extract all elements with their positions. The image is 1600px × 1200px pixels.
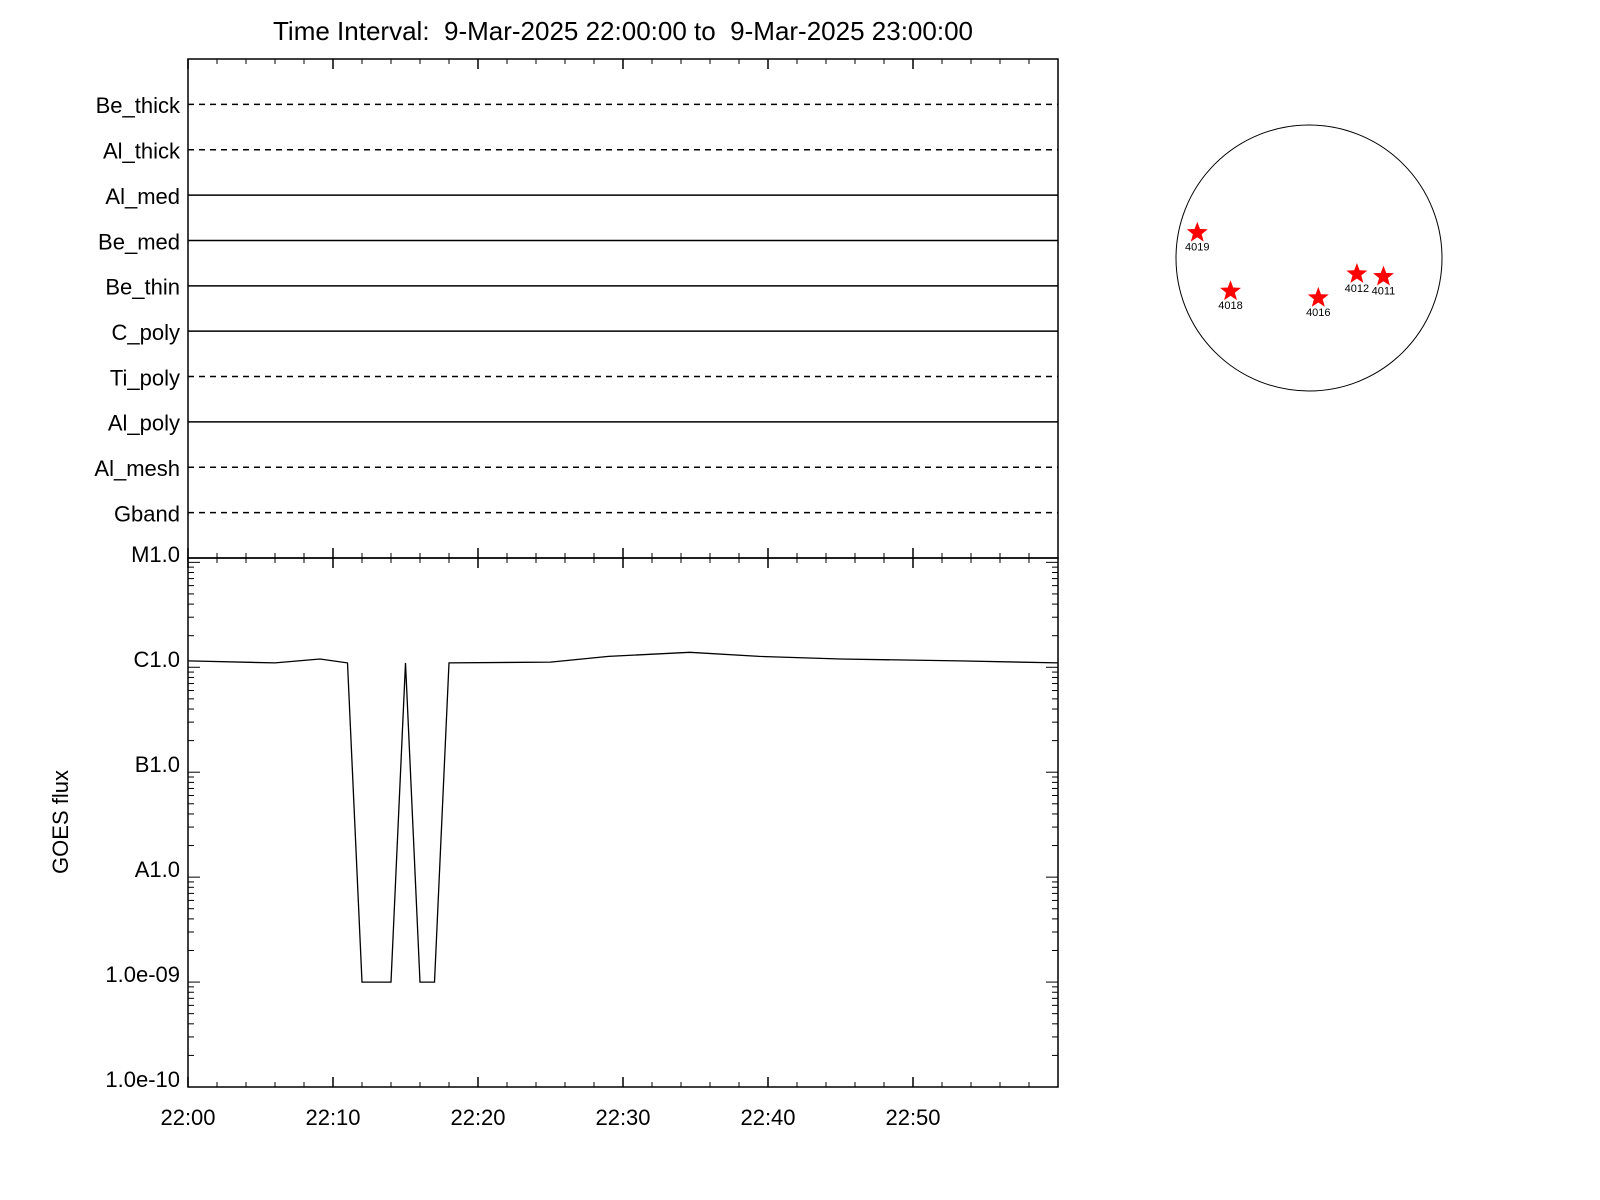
active-region-marker <box>1346 263 1368 283</box>
channel-label: Al_thick <box>103 139 181 164</box>
x-tick-label: 22:40 <box>740 1105 795 1130</box>
active-region-marker <box>1220 280 1241 301</box>
active-region-marker <box>1307 286 1329 307</box>
channel-label: Ti_poly <box>110 365 180 390</box>
active-region-label: 4012 <box>1345 283 1369 295</box>
y-axis-label: GOES flux <box>48 770 73 874</box>
top-panel-frame <box>187 58 1059 559</box>
chart-title: Time Interval: 9-Mar-2025 22:00:00 to 9-… <box>273 16 973 46</box>
active-region-label: 4011 <box>1372 286 1396 298</box>
y-tick-label: 1.0e-09 <box>105 962 180 987</box>
active-region-label: 4019 <box>1185 242 1209 254</box>
x-tick-label: 22:10 <box>305 1105 360 1130</box>
flux-line <box>187 651 1059 983</box>
bottom-panel-frame <box>187 557 1059 1088</box>
channel-label: Al_med <box>105 184 180 209</box>
y-tick-label: A1.0 <box>135 857 180 882</box>
x-tick-label: 22:50 <box>885 1105 940 1130</box>
active-region-marker <box>1373 265 1394 286</box>
y-tick-label: C1.0 <box>134 647 180 672</box>
y-tick-label: M1.0 <box>131 542 180 567</box>
active-region-label: 4018 <box>1218 300 1242 312</box>
channel-label: Gband <box>114 501 180 526</box>
channel-label: Al_poly <box>108 411 180 436</box>
channel-label: Be_med <box>98 229 180 254</box>
active-region-label: 4016 <box>1306 307 1330 319</box>
channel-label: Be_thick <box>96 93 181 118</box>
channel-label: Al_mesh <box>94 456 180 481</box>
channel-label: C_poly <box>112 320 180 345</box>
channel-label: Be_thin <box>105 275 180 300</box>
x-tick-label: 22:30 <box>595 1105 650 1130</box>
x-tick-label: 22:00 <box>160 1105 215 1130</box>
y-tick-label: B1.0 <box>135 752 180 777</box>
active-region-marker <box>1186 221 1208 242</box>
y-tick-label: 1.0e-10 <box>105 1067 180 1092</box>
x-tick-label: 22:20 <box>450 1105 505 1130</box>
solar-disk <box>1175 124 1443 392</box>
